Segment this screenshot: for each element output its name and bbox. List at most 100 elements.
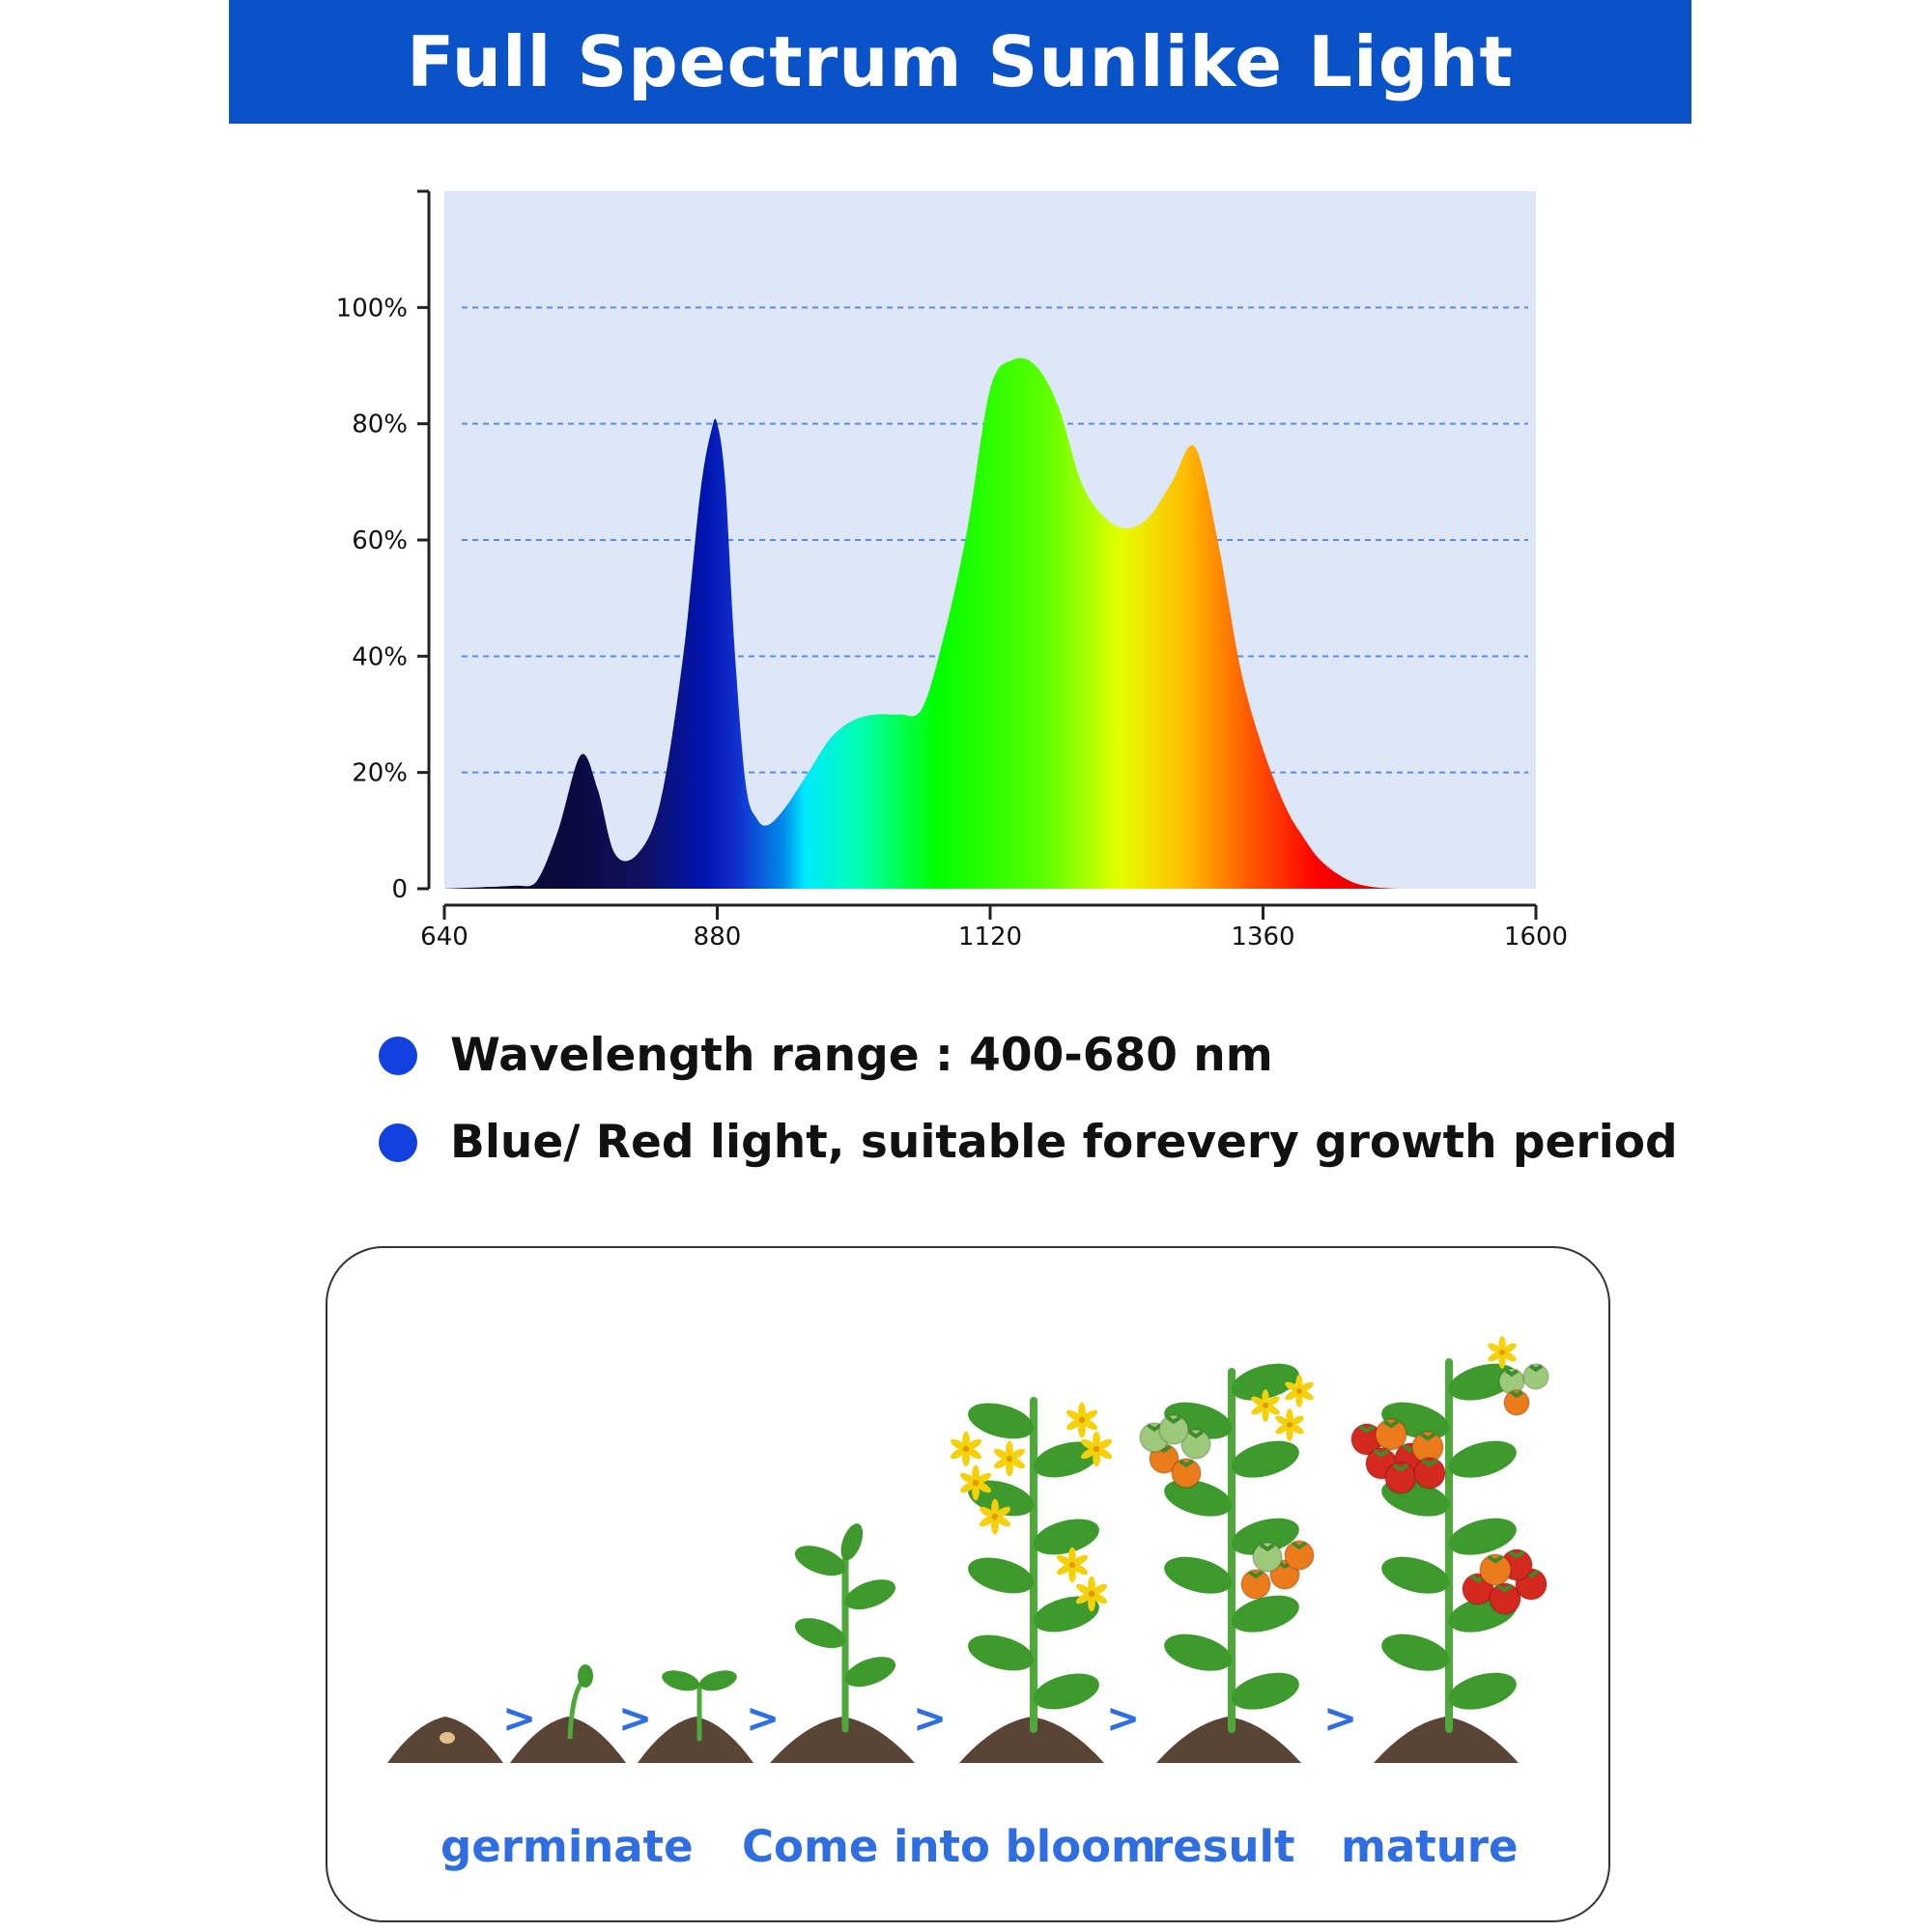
leaf-blade xyxy=(1164,1634,1233,1671)
leaf-blade xyxy=(840,1523,864,1561)
flower-petal xyxy=(1251,1404,1266,1415)
leaf-blade xyxy=(1231,1440,1299,1478)
flower-petal xyxy=(965,1447,981,1460)
tomato-calyx xyxy=(1510,1390,1523,1399)
leaf-blade xyxy=(1164,1479,1233,1517)
leaf-blade xyxy=(1033,1673,1099,1710)
tomato-icon xyxy=(1284,1540,1315,1571)
leaf xyxy=(1231,1595,1299,1633)
flower-center xyxy=(1068,1561,1076,1569)
leaf-blade xyxy=(1448,1440,1517,1478)
leaf-blade xyxy=(1033,1519,1099,1555)
flower-petal xyxy=(1071,1563,1088,1576)
flower-petal xyxy=(994,1515,1010,1527)
bullet-dot-icon xyxy=(379,1122,417,1162)
flower-icon xyxy=(1076,1576,1107,1612)
tomato-calyx xyxy=(1358,1424,1376,1434)
tomato-calyx xyxy=(1392,1463,1409,1472)
leaf-blade xyxy=(844,1579,896,1610)
flower-petal xyxy=(1009,1448,1025,1461)
y-tick-label: 80% xyxy=(352,411,408,440)
tomato-calyx xyxy=(1260,1543,1275,1552)
y-tick-label: 40% xyxy=(352,642,408,671)
leaf xyxy=(844,1657,896,1688)
flower-petal xyxy=(994,1448,1010,1461)
flower-icon xyxy=(1251,1389,1280,1422)
flower-petal xyxy=(1009,1457,1025,1469)
tomato-icon xyxy=(1240,1569,1271,1600)
flower-petal xyxy=(1091,1583,1107,1596)
flower-center xyxy=(991,1513,999,1520)
flower-petal xyxy=(1275,1415,1291,1427)
leaf-blade xyxy=(1033,1596,1099,1633)
tomato-calyx xyxy=(1529,1364,1543,1373)
tomato-icon xyxy=(1252,1542,1283,1573)
flower-petal xyxy=(1264,1396,1280,1407)
tomato-icon xyxy=(1375,1418,1407,1451)
leaf xyxy=(1448,1518,1517,1555)
flower-petal xyxy=(1289,1415,1304,1427)
flower-icon xyxy=(1066,1402,1097,1438)
flower-petal xyxy=(1091,1592,1107,1605)
bullet-wavelength-range: Wavelength range : 400-680 nm xyxy=(379,1029,1273,1082)
flower-center xyxy=(1093,1445,1100,1453)
tomato-icon xyxy=(1479,1553,1512,1586)
leaf xyxy=(1033,1441,1099,1478)
flower-icon xyxy=(1488,1336,1517,1369)
flower-icon xyxy=(1081,1431,1112,1467)
flower-petal xyxy=(980,1515,996,1527)
tomato-calyx xyxy=(1188,1430,1204,1439)
soil-mound xyxy=(1156,1717,1301,1763)
flower-center xyxy=(962,1445,970,1453)
tomato-calyx xyxy=(1147,1423,1162,1433)
flower-petal xyxy=(1081,1438,1097,1451)
tomato-calyx xyxy=(1179,1459,1194,1468)
flower-petal xyxy=(1057,1554,1073,1567)
leaf xyxy=(1164,1634,1233,1671)
leaf-blade xyxy=(1381,1634,1450,1671)
leaf-blade xyxy=(968,1557,1035,1594)
flower-icon xyxy=(960,1464,991,1501)
title-banner: Full Spectrum Sunlike Light xyxy=(229,0,1691,124)
flower-petal xyxy=(1081,1447,1097,1460)
flower-center xyxy=(1263,1403,1268,1408)
leaf-blade xyxy=(968,1403,1035,1439)
flower-petal xyxy=(1095,1447,1112,1460)
x-tick-label: 640 xyxy=(420,923,469,952)
leaf-blade xyxy=(1381,1556,1450,1594)
leaf xyxy=(1164,1556,1233,1594)
tomato-icon xyxy=(1158,1414,1189,1445)
leaf-blade xyxy=(794,1618,846,1649)
x-tick-label: 880 xyxy=(694,923,742,952)
tomato-calyx xyxy=(1487,1554,1504,1564)
leaf xyxy=(1231,1440,1299,1478)
leaf-blade xyxy=(1448,1672,1517,1710)
leaf xyxy=(794,1546,846,1577)
leaf xyxy=(794,1618,846,1649)
leaf xyxy=(840,1523,864,1561)
flower-petal xyxy=(1076,1592,1093,1605)
soil-mound xyxy=(638,1717,753,1763)
flower-petal xyxy=(1066,1409,1083,1422)
leaf xyxy=(968,1403,1035,1439)
x-tick-label: 1120 xyxy=(958,923,1022,952)
seedling-leaf xyxy=(662,1670,700,1691)
flower-petal xyxy=(1251,1396,1266,1407)
flower-petal xyxy=(975,1472,991,1485)
soil-mound xyxy=(1374,1717,1519,1763)
leaf xyxy=(1033,1673,1099,1710)
leaf-blade xyxy=(1231,1363,1299,1401)
leaf-blade xyxy=(1448,1363,1517,1401)
spectrum-area-series xyxy=(444,357,1536,889)
flower-petal xyxy=(1081,1409,1097,1422)
leaf-blade xyxy=(1231,1672,1299,1710)
page-title: Full Spectrum Sunlike Light xyxy=(407,21,1514,102)
flower-petal xyxy=(975,1481,991,1493)
flower-petal xyxy=(1501,1350,1517,1362)
leaf-blade xyxy=(1448,1518,1517,1555)
leaf xyxy=(1231,1363,1299,1401)
flower-petal xyxy=(1488,1350,1503,1362)
stage-arrow-icon: > xyxy=(618,1694,652,1742)
bullet-text: Blue/ Red light, suitable forevery growt… xyxy=(450,1116,1678,1169)
stage-arrow-icon: > xyxy=(746,1694,780,1742)
